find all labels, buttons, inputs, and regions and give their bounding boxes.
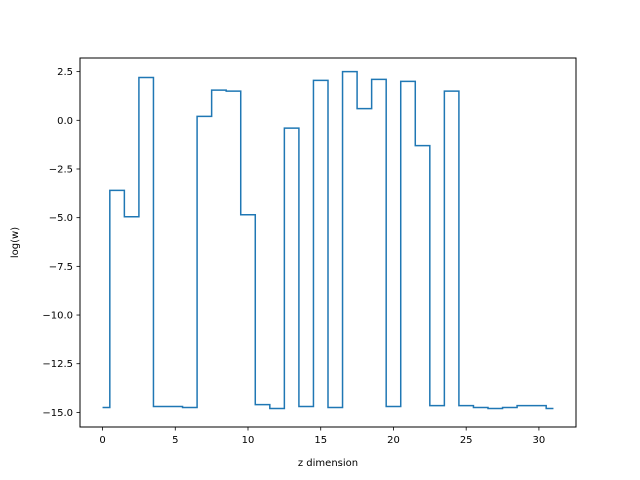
y-tick-label: −7.5 xyxy=(49,262,73,273)
x-tick-label: 5 xyxy=(172,435,178,446)
x-tick-label: 20 xyxy=(387,435,400,446)
y-axis-ticks: 2.5 0.0 −2.5 −5.0 −7.5 −10.0 −12.5 −15.0 xyxy=(42,67,80,419)
y-tick-label: 0.0 xyxy=(57,116,73,127)
y-tick-label: 2.5 xyxy=(57,67,73,78)
y-axis-label: log(w) xyxy=(10,227,21,258)
y-tick-label: −10.0 xyxy=(42,311,73,322)
x-tick-label: 25 xyxy=(460,435,473,446)
series-layer xyxy=(102,70,554,410)
x-tick-label: 10 xyxy=(242,435,255,446)
x-axis-ticks: 0 5 10 15 20 25 30 xyxy=(99,427,545,446)
y-tick-label: −15.0 xyxy=(42,408,73,419)
x-tick-label: 15 xyxy=(314,435,327,446)
series-line xyxy=(102,70,554,410)
x-axis-label: z dimension xyxy=(298,458,358,469)
y-tick-label: −2.5 xyxy=(49,164,73,175)
axes-frame xyxy=(79,57,577,428)
y-tick-label: −5.0 xyxy=(49,213,73,224)
x-tick-label: 30 xyxy=(533,435,546,446)
y-tick-label: −12.5 xyxy=(42,359,73,370)
x-tick-label: 0 xyxy=(99,435,105,446)
